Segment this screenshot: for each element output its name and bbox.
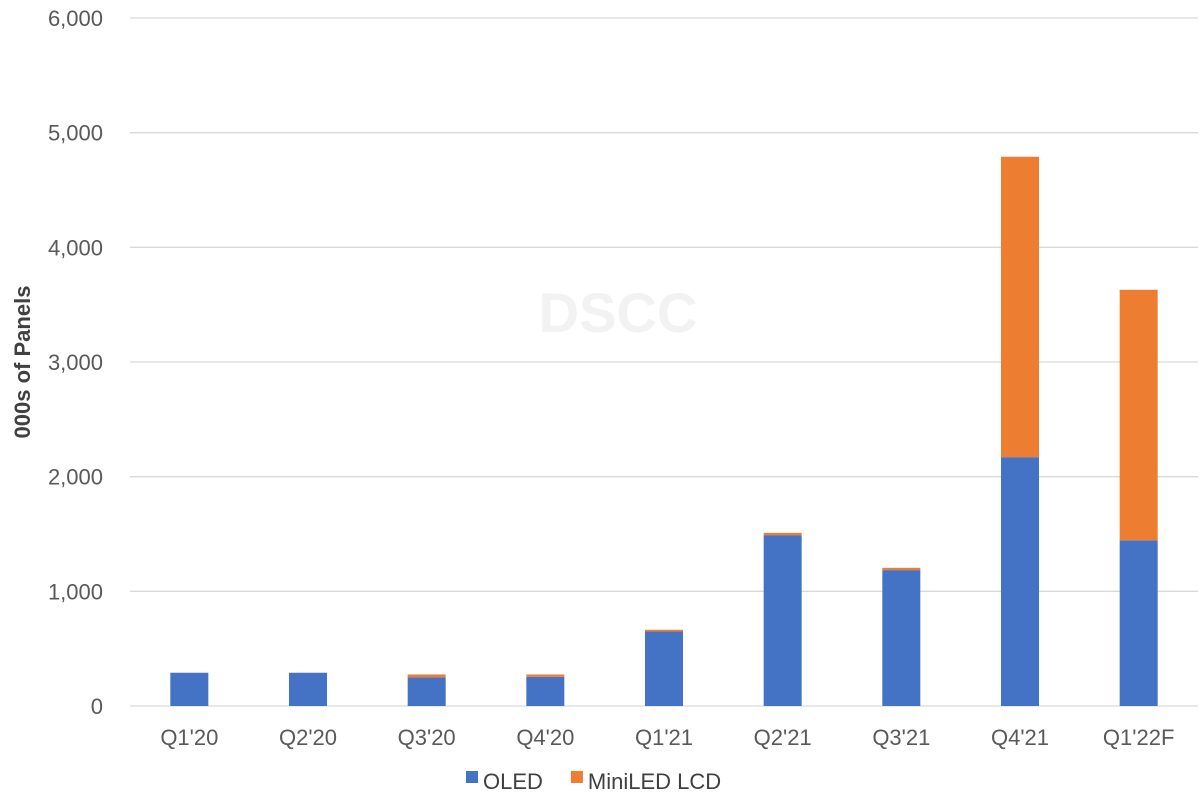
x-tick-label: Q1'22F [1103, 725, 1174, 750]
legend-item: OLED [466, 769, 543, 794]
x-tick-label: Q3'21 [872, 725, 930, 750]
x-tick-label: Q1'20 [160, 725, 218, 750]
watermark-text: DSCC [539, 281, 698, 344]
bar-segment [289, 672, 327, 706]
y-tick-label: 2,000 [48, 465, 103, 490]
y-tick-label: 0 [91, 694, 103, 719]
y-tick-label: 1,000 [48, 579, 103, 604]
bar-segment [645, 631, 683, 706]
bar-segment [645, 629, 683, 632]
bar-segment [526, 674, 565, 677]
x-tick-label: Q4'21 [991, 725, 1049, 750]
y-axis-title: 000s of Panels [10, 286, 35, 439]
x-tick-label: Q2'20 [279, 725, 337, 750]
x-tick-label: Q4'20 [516, 725, 574, 750]
y-tick-label: 6,000 [48, 6, 103, 31]
y-tick-label: 5,000 [48, 121, 103, 146]
bar-segment [1119, 289, 1158, 541]
bar-segment [526, 676, 565, 706]
y-axis-ticks: 0 1,000 2,000 3,000 4,000 5,000 6,000 [48, 6, 103, 719]
x-tick-label: Q2'21 [754, 725, 812, 750]
bar-segment [407, 674, 446, 678]
legend-label: MiniLED LCD [588, 769, 721, 794]
bar-segment [170, 672, 209, 706]
bar-segment [763, 532, 802, 536]
bar-segment [882, 567, 921, 571]
x-tick-label: Q3'20 [398, 725, 456, 750]
bar-segment [1119, 540, 1158, 706]
y-tick-label: 3,000 [48, 350, 103, 375]
bar-segment [407, 677, 446, 706]
legend-item: MiniLED LCD [570, 769, 721, 794]
bar-segment [1001, 457, 1039, 706]
gridlines [130, 17, 1198, 707]
legend: OLED MiniLED LCD [466, 769, 721, 794]
legend-swatch [466, 771, 478, 783]
bars [170, 156, 1158, 706]
x-tick-label: Q1'21 [635, 725, 693, 750]
legend-swatch [570, 771, 583, 783]
bar-segment [763, 535, 802, 706]
y-tick-label: 4,000 [48, 235, 103, 260]
x-axis-ticks: Q1'20 Q2'20 Q3'20 Q4'20 Q1'21 Q2'21 Q3'21 Q4'21… [160, 725, 1174, 750]
bar-segment [1001, 156, 1039, 458]
bar-segment [882, 570, 921, 706]
legend-label: OLED [483, 769, 543, 794]
